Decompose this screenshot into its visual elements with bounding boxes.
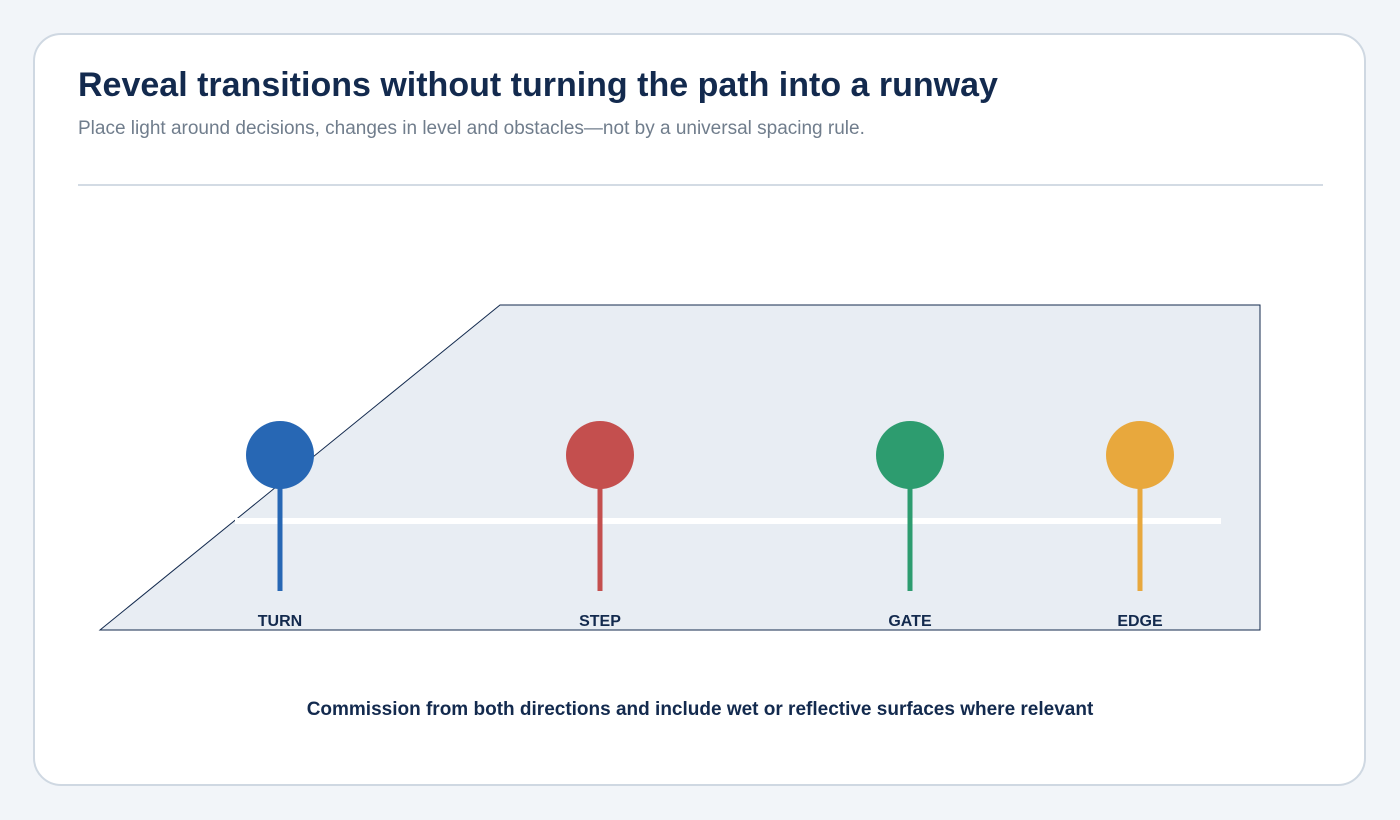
header-divider (78, 184, 1323, 186)
marker-step-label: STEP (579, 613, 621, 630)
marker-edge-light (1106, 421, 1174, 489)
marker-step: STEP (566, 421, 634, 630)
marker-gate-light (876, 421, 944, 489)
marker-edge: EDGE (1106, 421, 1174, 630)
path-surface (98, 304, 1261, 631)
marker-step-light (566, 421, 634, 489)
marker-turn-light (246, 421, 314, 489)
marker-turn: TURN (246, 421, 314, 630)
page-subtitle: Place light around decisions, changes in… (78, 118, 865, 139)
page-title: Reveal transitions without turning the p… (78, 66, 998, 104)
marker-edge-label: EDGE (1117, 613, 1163, 630)
marker-turn-label: TURN (258, 613, 302, 630)
marker-gate-label: GATE (888, 613, 932, 630)
marker-gate: GATE (876, 421, 944, 630)
footer-note: Commission from both directions and incl… (306, 699, 1094, 720)
